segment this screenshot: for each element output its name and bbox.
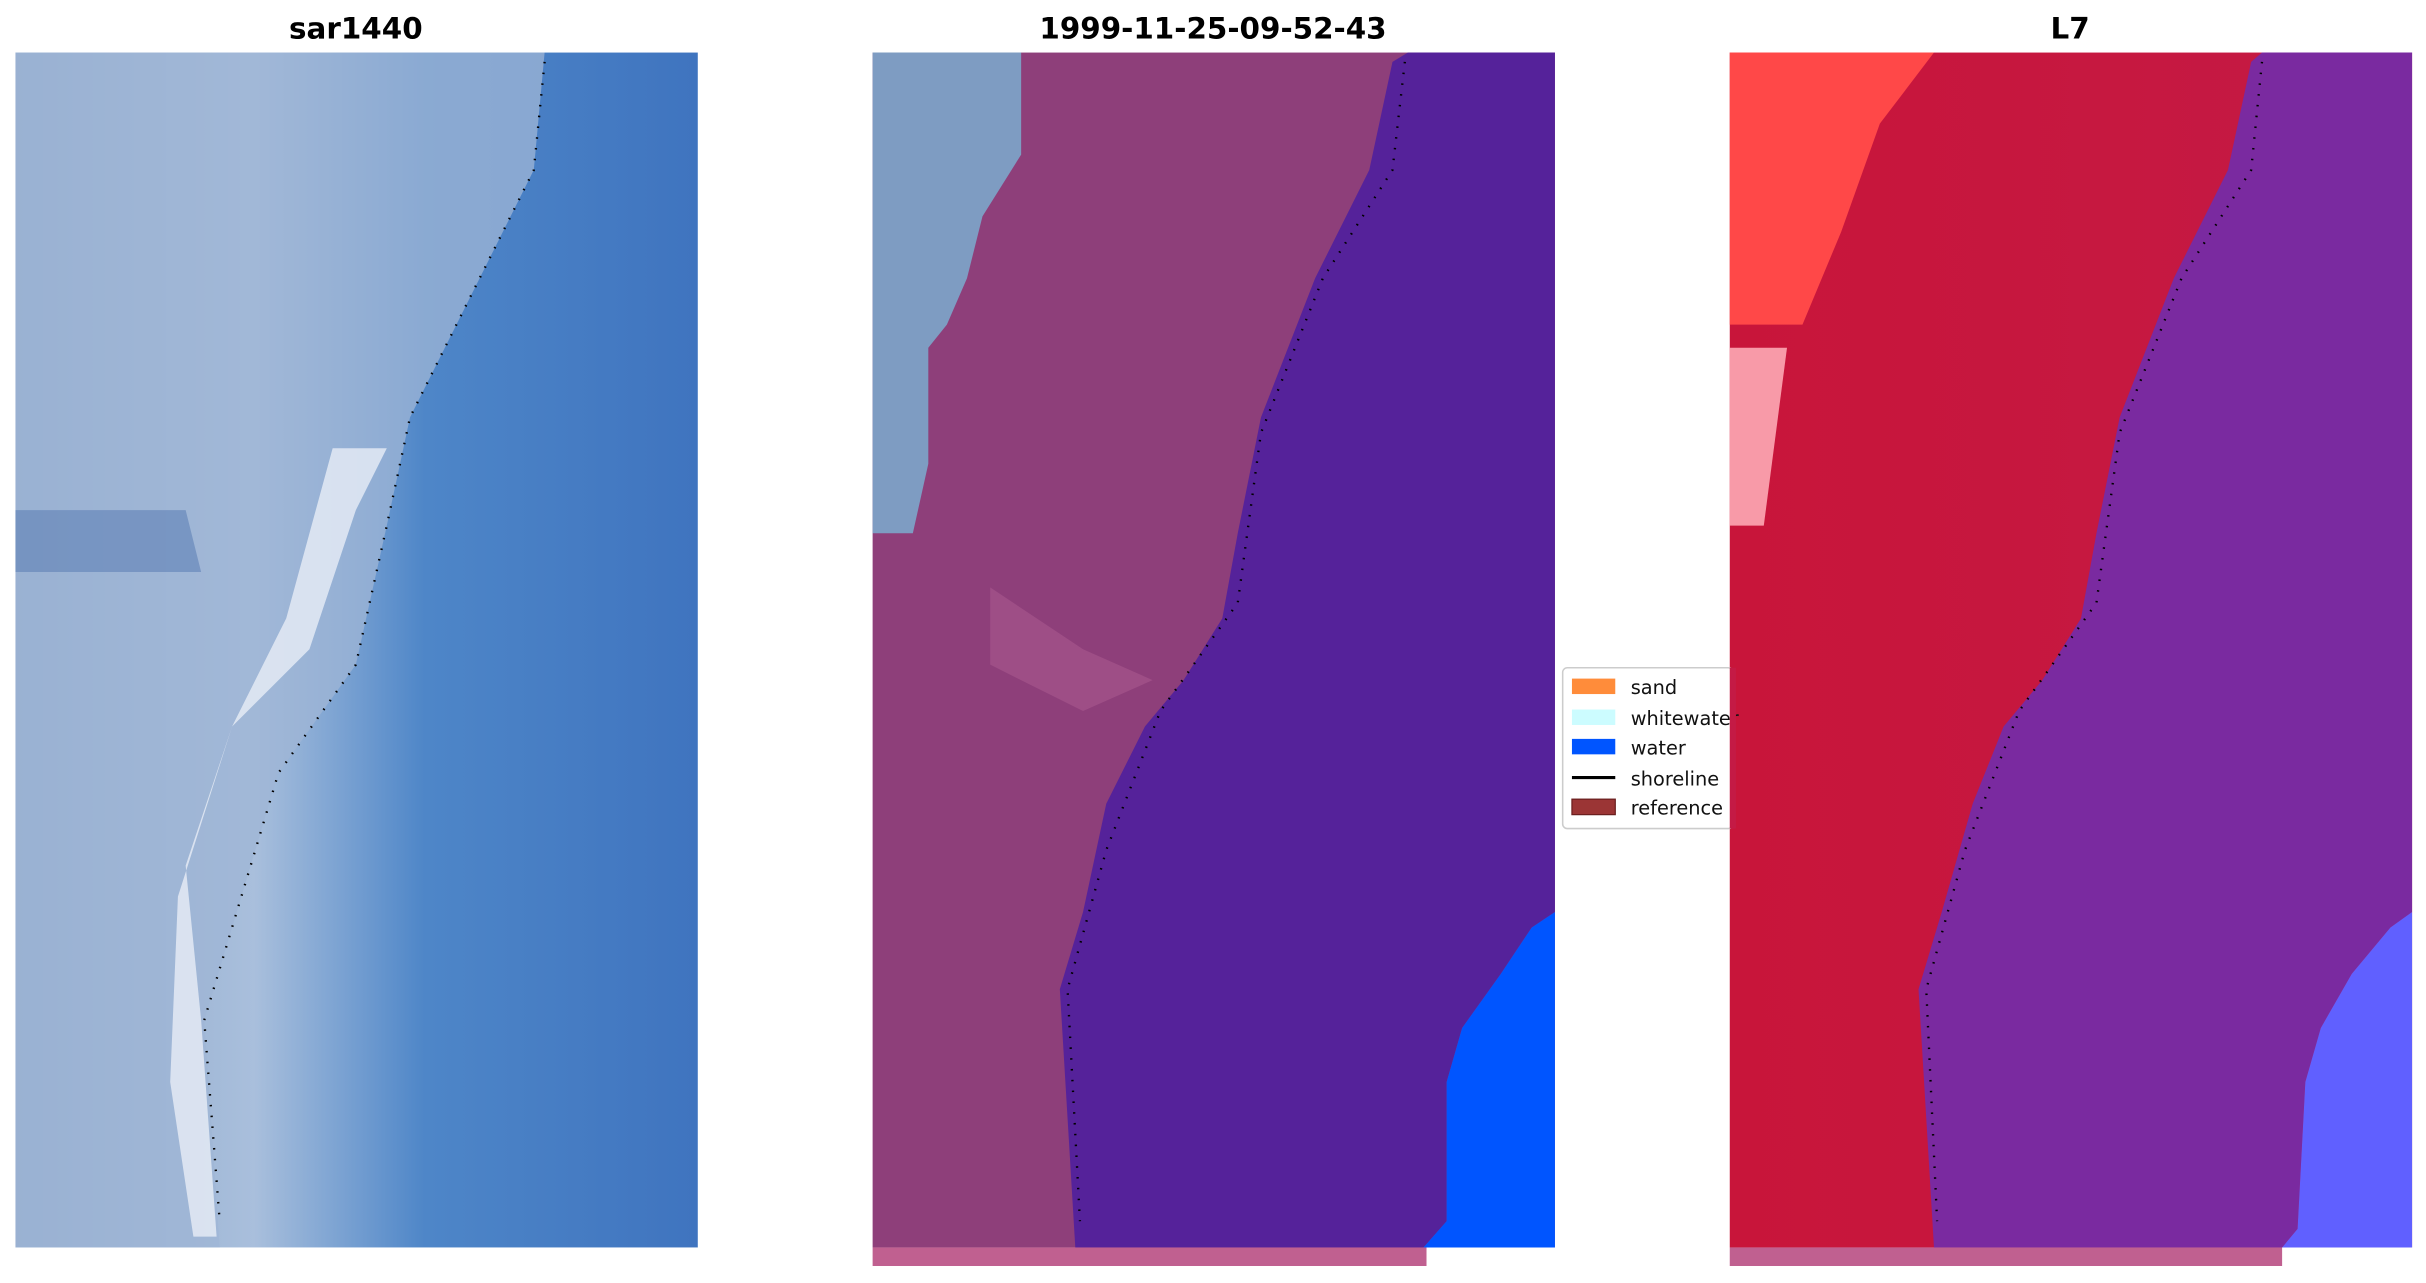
legend-label-shoreline: shoreline bbox=[1631, 767, 1719, 790]
legend-label-sand: sand bbox=[1631, 676, 1677, 699]
legend-swatch-whitewater bbox=[1571, 709, 1616, 725]
panel-title-sar: sar1440 bbox=[289, 12, 423, 46]
sar-image-panel bbox=[15, 52, 698, 1248]
shoreline-dots bbox=[1925, 61, 2264, 1222]
panel-title-l7: L7 bbox=[2051, 12, 2090, 46]
legend-label-water: water bbox=[1631, 736, 1686, 759]
shoreline-dots bbox=[1066, 61, 1407, 1222]
legend-swatch-sand bbox=[1571, 678, 1616, 695]
panel-title-date: 1999-11-25-09-52-43 bbox=[1039, 12, 1386, 46]
classified-image-panel bbox=[872, 52, 1555, 1266]
reference-strip bbox=[1729, 1247, 2283, 1266]
l7-image-panel bbox=[1729, 52, 2413, 1266]
legend-label-reference: reference bbox=[1631, 797, 1723, 820]
legend-swatch-reference bbox=[1571, 798, 1616, 816]
legend-label-whitewater: whitewater bbox=[1631, 707, 1739, 730]
reference-strip bbox=[872, 1247, 1427, 1266]
legend: sand whitewater water shoreline referenc… bbox=[1561, 667, 1739, 830]
legend-swatch-water bbox=[1571, 738, 1616, 755]
